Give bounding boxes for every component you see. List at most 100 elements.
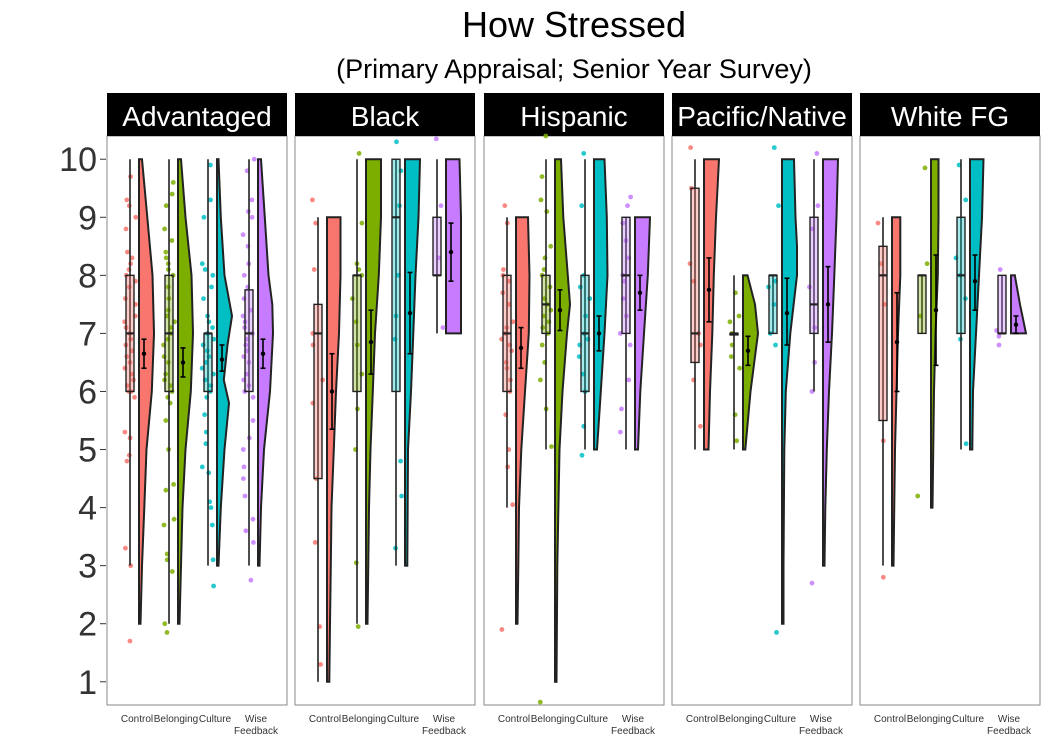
violin <box>593 158 609 451</box>
data-point <box>249 197 255 203</box>
data-point <box>548 243 554 249</box>
data-point <box>311 267 317 272</box>
data-point <box>539 342 545 348</box>
data-point <box>202 267 208 272</box>
x-tick-label: Feedback <box>987 726 1032 737</box>
data-point <box>199 464 205 470</box>
x-tick-label: Feedback <box>611 726 656 737</box>
data-point <box>209 284 214 290</box>
data-point <box>510 502 516 508</box>
mean-point <box>637 290 643 295</box>
data-point <box>251 540 256 545</box>
data-point <box>248 577 254 583</box>
data-point <box>737 365 742 371</box>
data-point <box>356 151 362 156</box>
y-tick-label: 5 <box>78 432 97 470</box>
y-tick-label: 10 <box>59 141 97 179</box>
group-control: Control <box>686 145 721 725</box>
data-point <box>538 197 544 203</box>
data-point <box>210 557 216 563</box>
data-point <box>171 516 177 522</box>
box <box>432 216 442 277</box>
x-tick-label: Control <box>121 714 153 725</box>
x-tick-label: Culture <box>387 714 420 725</box>
x-tick-label: Culture <box>576 714 609 725</box>
violin <box>257 158 275 567</box>
data-point <box>440 325 446 330</box>
mean-point <box>706 287 712 293</box>
data-point <box>169 191 175 197</box>
y-axis: 1 2 3 4 5 6 7 8 9 10 <box>59 141 106 702</box>
y-tick-label: 2 <box>78 606 97 644</box>
data-point <box>250 394 256 400</box>
data-point <box>728 354 734 359</box>
group-culture: Culture <box>764 145 798 725</box>
data-point <box>698 423 703 429</box>
data-point <box>814 151 820 156</box>
data-point <box>618 429 623 435</box>
y-tick-label: 9 <box>78 199 97 237</box>
facet-strip <box>672 93 852 136</box>
y-tick-label: 1 <box>78 664 97 702</box>
data-point <box>438 203 444 209</box>
x-tick-label: Culture <box>764 714 797 725</box>
data-point <box>132 394 137 400</box>
chart-title: How Stressed <box>462 4 686 45</box>
x-tick-label: Feedback <box>422 726 467 737</box>
violin <box>515 216 531 625</box>
data-point <box>875 220 881 226</box>
y-tick-label: 3 <box>78 548 97 586</box>
data-point <box>537 699 543 705</box>
data-point <box>579 452 585 458</box>
mean-point <box>933 307 939 313</box>
data-point <box>619 406 624 412</box>
data-point <box>249 214 255 220</box>
data-point <box>122 429 128 435</box>
data-point <box>815 203 821 209</box>
x-tick-label: Control <box>874 714 906 725</box>
x-tick-label: Feedback <box>234 726 279 737</box>
box <box>203 332 213 393</box>
mean-point <box>784 310 790 316</box>
mean-point <box>1013 322 1019 327</box>
data-point <box>880 574 886 580</box>
data-point <box>997 267 1003 272</box>
violin <box>781 158 798 625</box>
facet-strip <box>484 93 664 136</box>
data-point <box>394 139 399 145</box>
box <box>809 216 819 335</box>
panel-border <box>859 135 1041 706</box>
data-point <box>625 203 630 209</box>
data-point <box>924 261 930 267</box>
data-point <box>208 505 214 510</box>
group-culture: Culture <box>199 158 234 725</box>
data-point <box>627 342 633 348</box>
data-point <box>171 482 177 487</box>
x-tick-label: Culture <box>952 714 985 725</box>
y-tick-label: 7 <box>78 315 97 353</box>
data-point <box>626 377 632 383</box>
facet-strip-label: Pacific/Native <box>677 101 847 132</box>
mean-point <box>368 339 374 345</box>
data-point <box>543 133 549 139</box>
box <box>391 158 401 393</box>
y-tick-label: 8 <box>78 257 97 295</box>
data-point <box>963 197 969 203</box>
data-point <box>250 418 256 423</box>
data-point <box>773 342 778 348</box>
facet-strip-label: Hispanic <box>520 101 627 132</box>
group-control: Control <box>121 158 156 725</box>
data-point <box>776 203 781 209</box>
violin <box>404 158 422 567</box>
data-point <box>123 545 128 551</box>
violin <box>216 158 234 567</box>
data-point <box>162 226 168 232</box>
x-tick-label: Control <box>686 714 718 725</box>
mean-point <box>596 331 602 336</box>
y-tick-label: 4 <box>78 490 97 528</box>
